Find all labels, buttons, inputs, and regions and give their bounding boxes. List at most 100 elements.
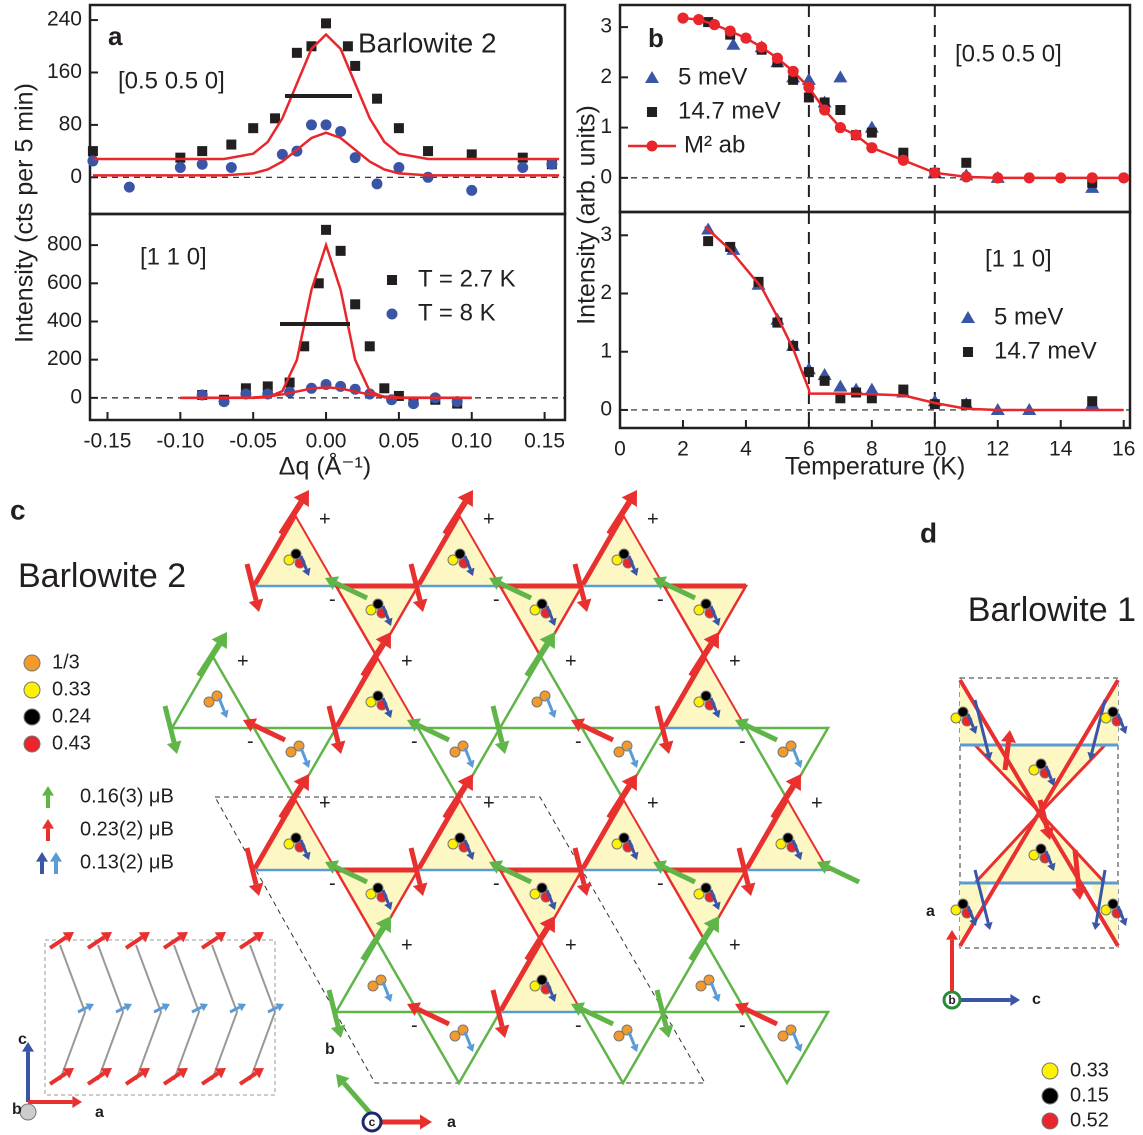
sign: +	[811, 792, 823, 814]
data-point	[772, 317, 783, 328]
data-point	[423, 146, 434, 157]
spin-arrow	[124, 1071, 144, 1086]
arrow-head	[62, 932, 74, 943]
y-tick-label: 0	[600, 397, 612, 420]
data-point	[393, 161, 405, 173]
spin-arrow	[267, 1005, 279, 1014]
spin-arrow	[252, 722, 287, 743]
x-tick-label: 0.00	[306, 430, 347, 453]
x-tick-label: 0.15	[524, 430, 565, 453]
arrow-head	[42, 819, 54, 829]
spin-arrow	[381, 605, 390, 620]
legend-dot	[23, 735, 41, 753]
spin-arrow	[688, 926, 714, 962]
arrow-head	[100, 932, 112, 943]
arrow-head	[735, 718, 750, 732]
spin-arrow	[334, 580, 369, 601]
spin-arrow	[299, 747, 308, 762]
axis-label: a	[447, 1114, 456, 1131]
spin-arrow	[524, 642, 550, 678]
axis-label: c	[369, 1115, 376, 1129]
legend-dot	[23, 654, 41, 672]
arrow-head	[161, 1003, 170, 1012]
site	[693, 888, 705, 900]
arrow-head	[220, 709, 229, 718]
bond	[958, 678, 1120, 948]
arrow-head	[576, 882, 592, 896]
legend-dot	[1041, 1062, 1059, 1080]
spin-arrow	[627, 747, 636, 762]
data-point	[819, 375, 830, 386]
data-point	[372, 93, 383, 104]
legend-label: 14.7 meV	[678, 97, 781, 124]
y-tick-label: 160	[47, 60, 82, 83]
spin-arrow	[966, 905, 975, 920]
spin-arrow	[545, 889, 554, 904]
plot-frame	[88, 212, 567, 422]
arrow-head	[548, 993, 557, 1002]
data-point	[850, 129, 862, 141]
x-axis-label: Δq (Å⁻¹)	[279, 451, 371, 481]
site	[700, 598, 712, 610]
axis-label: b	[948, 993, 955, 1007]
site	[1107, 898, 1119, 910]
data-point	[1087, 396, 1098, 407]
unit-cell	[959, 677, 1119, 949]
x-tick-label: 16	[1112, 438, 1135, 461]
y-tick-label: 80	[59, 112, 82, 135]
arrow-head	[302, 567, 311, 576]
data-point	[305, 119, 317, 131]
annotation: b	[648, 23, 664, 53]
triangle	[661, 868, 749, 944]
arrow-head	[548, 901, 557, 910]
x-tick-label: 10	[923, 438, 946, 461]
site	[365, 604, 377, 616]
x-tick-label: -0.10	[156, 430, 204, 453]
site	[372, 690, 384, 702]
x-tick-label: -0.15	[84, 430, 132, 453]
data-point	[262, 381, 273, 392]
arrow-head	[138, 932, 150, 943]
site	[700, 882, 712, 894]
spin-arrow	[1037, 799, 1050, 829]
bond	[135, 944, 163, 1081]
spin-arrow	[162, 705, 177, 743]
legend-label: 0.15	[1070, 1084, 1109, 1106]
arrow-head	[489, 576, 504, 590]
sign: +	[565, 650, 577, 672]
data-point	[320, 119, 332, 131]
arrow-head	[539, 632, 555, 649]
x-tick-label: 0	[614, 438, 626, 461]
arrow-head	[1047, 777, 1056, 786]
data-point	[379, 383, 390, 394]
data-point	[898, 147, 909, 158]
site	[203, 696, 215, 708]
site	[536, 598, 548, 610]
sign: +	[565, 934, 577, 956]
spin-arrow	[973, 699, 990, 754]
data-point	[248, 123, 259, 134]
data-point	[960, 171, 972, 183]
data-point	[422, 171, 434, 183]
arrow-head	[248, 882, 264, 896]
spin-arrow	[580, 1006, 615, 1027]
arrow-head	[50, 852, 62, 862]
data-point	[349, 152, 361, 164]
site	[950, 712, 962, 724]
arrow-head	[457, 774, 473, 791]
spin-arrow	[1090, 699, 1107, 754]
y-tick-label: 0	[70, 385, 82, 408]
x-tick-label: 4	[740, 438, 752, 461]
data-point	[1118, 172, 1130, 184]
arrow-head	[214, 932, 226, 943]
y-tick-label: 2	[600, 65, 612, 88]
data-point	[313, 278, 324, 289]
arrow-head	[494, 740, 510, 754]
arrow-head	[237, 1003, 246, 1012]
data-point	[725, 241, 736, 252]
arrow-head	[735, 1002, 750, 1016]
panel-title: Barlowite 1	[968, 591, 1136, 629]
y-tick-label: 400	[47, 309, 82, 332]
data-point	[992, 172, 1004, 184]
site	[454, 832, 466, 844]
